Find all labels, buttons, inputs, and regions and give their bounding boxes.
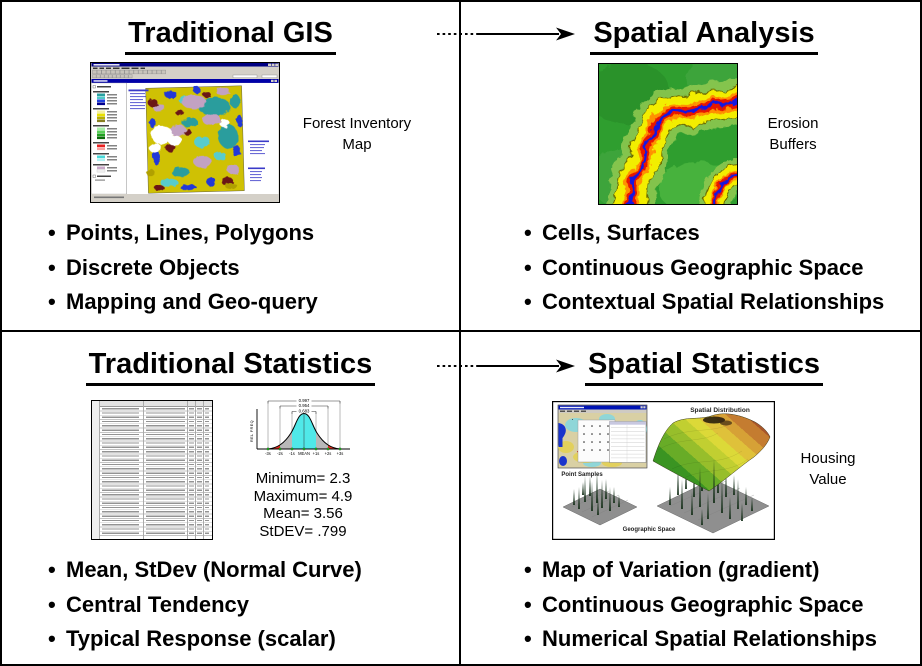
svg-text:MEAN: MEAN (298, 451, 310, 456)
bullet-item: Continuous Geographic Space (524, 588, 877, 623)
erosion-buffers-figure (598, 63, 738, 205)
svg-text:+2s: +2s (325, 451, 332, 456)
bracket-value-997: 0.997 (299, 398, 310, 403)
forest-map-caption: Forest Inventory Map (302, 115, 412, 153)
geographic-space-label: Geographic Space (623, 527, 676, 533)
bullet-item: Central Tendency (48, 588, 362, 623)
bullet-item: Mean, StDev (Normal Curve) (48, 553, 362, 588)
svg-text:+1s: +1s (313, 451, 320, 456)
sample-spikes (573, 471, 620, 515)
toolbar (91, 69, 279, 79)
title-traditional-gis: Traditional GIS (2, 17, 459, 55)
svg-text:-1s: -1s (289, 451, 295, 456)
flow-arrow-bottom (437, 359, 575, 373)
spatial-distribution-label: Spatial Distribution (690, 407, 750, 414)
curve-x-tick-labels: -3s -2s -1s MEAN +1s +2s +3s (265, 451, 343, 456)
title-spatial-analysis: Spatial Analysis (480, 17, 920, 55)
spatial-statistics-bullets: Map of Variation (gradient) Continuous G… (524, 553, 877, 657)
erosion-buffers-caption: Erosion Buffers (767, 115, 819, 153)
legend-panel (91, 82, 127, 195)
vertical-divider (459, 2, 461, 664)
flow-arrow-top (437, 27, 575, 41)
point-samples-label: Point Samples (561, 472, 603, 478)
bullet-item: Points, Lines, Polygons (48, 216, 318, 251)
title-traditional-statistics: Traditional Statistics (2, 348, 459, 386)
title-spatial-statistics: Spatial Statistics (480, 348, 920, 386)
spatial-analysis-bullets: Cells, Surfaces Continuous Geographic Sp… (524, 216, 884, 320)
point-samples-plane (562, 471, 638, 526)
forest-inventory-map (145, 85, 245, 194)
bullet-item: Mapping and Geo-query (48, 285, 318, 320)
bullet-item: Numerical Spatial Relationships (524, 622, 877, 657)
stat-maximum: Maximum= 4.9 (253, 487, 353, 505)
menu-bar (91, 66, 279, 70)
stat-minimum: Minimum= 2.3 (255, 470, 351, 487)
table-header-row (92, 401, 212, 407)
front-spikes (669, 459, 753, 525)
bullet-item: Map of Variation (gradient) (524, 553, 877, 588)
bracket-value-683: 0.683 (299, 408, 310, 413)
sample-point-grid (583, 425, 609, 451)
summary-stats: Minimum= 2.3 Maximum= 4.9 Mean= 3.56 StD… (233, 470, 373, 540)
traditional-statistics-bullets: Mean, StDev (Normal Curve) Central Tende… (48, 553, 362, 657)
point-samples-map-window (557, 404, 648, 469)
arcview-window-figure (90, 62, 280, 203)
svg-text:-3s: -3s (265, 451, 271, 456)
bullet-item: Discrete Objects (48, 251, 318, 286)
window-title-bar (91, 63, 279, 67)
stat-mean: Mean= 3.56 (263, 505, 343, 523)
housing-value-caption: Housing Value (800, 450, 856, 488)
curve-y-axis-label: REL FREQ (250, 420, 254, 442)
traditional-gis-bullets: Points, Lines, Polygons Discrete Objects… (48, 216, 318, 320)
stat-stdev: StDEV= .799 (259, 522, 347, 540)
horizontal-divider (2, 330, 920, 332)
spatial-distribution-surface (652, 413, 771, 492)
map-annotation-text (128, 89, 269, 182)
attribute-list-window (609, 421, 647, 463)
normal-curve-figure: 0.997 0.954 0.683 REL FREQ -3s -2s -1s M… (250, 398, 350, 456)
svg-text:+3s: +3s (337, 451, 344, 456)
bullet-item: Typical Response (scalar) (48, 622, 362, 657)
bracket-value-954: 0.954 (299, 403, 310, 408)
spatial-statistics-figure: Point Samples (552, 401, 775, 540)
svg-text:-2s: -2s (277, 451, 283, 456)
view-window-title-bar (91, 79, 279, 83)
bullet-item: Contextual Spatial Relationships (524, 285, 884, 320)
data-table-figure (91, 400, 213, 540)
bullet-item: Continuous Geographic Space (524, 251, 884, 286)
bullet-item: Cells, Surfaces (524, 216, 884, 251)
